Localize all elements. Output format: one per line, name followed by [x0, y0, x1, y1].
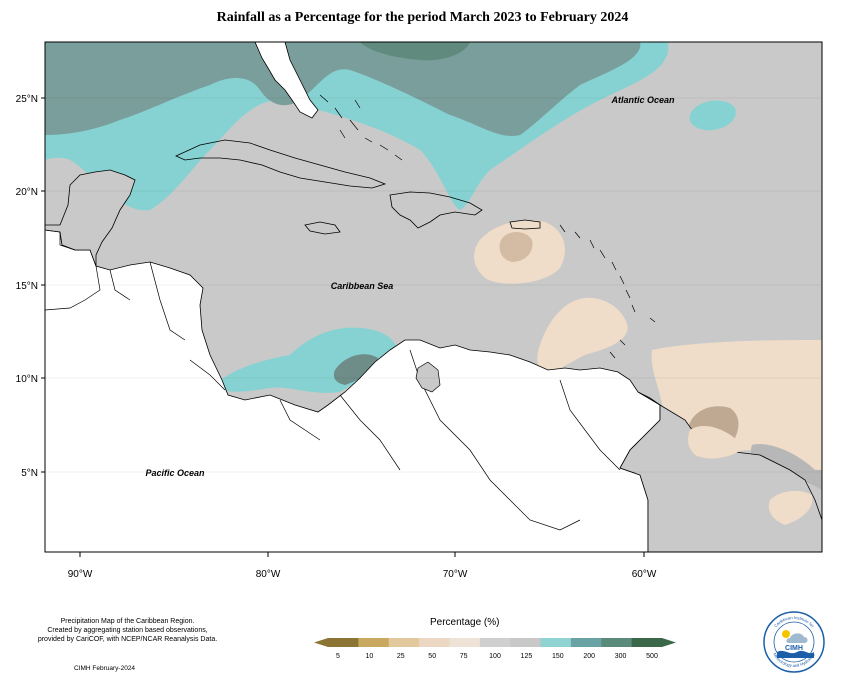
sun-icon: [782, 630, 790, 638]
legend-arrow-right: [662, 638, 676, 647]
legend-tick-label: 75: [460, 653, 468, 660]
legend-tick-label: 5: [336, 653, 340, 660]
legend-tick-label: 150: [552, 653, 564, 660]
legend-swatch: [601, 638, 633, 647]
wet-zone-florida-dark: [360, 42, 470, 61]
wet-zone-north-dark: [45, 42, 641, 136]
lat-tick-15n: 15°N: [16, 281, 38, 292]
legend-tick-label: 50: [428, 653, 436, 660]
legend-tick-label: 125: [521, 653, 533, 660]
jamaica: [304, 221, 341, 235]
notes-line-3: provided by CariCOF, with NCEP/NCAR Rean…: [37, 636, 218, 643]
notes-line-2: Created by aggregating station based obs…: [47, 627, 208, 634]
legend-title: Percentage (%): [430, 617, 500, 628]
lat-tick-5n: 5°N: [21, 468, 38, 479]
legend-swatch: [388, 638, 420, 647]
lat-tick-10n: 10°N: [16, 374, 38, 385]
lon-axis: 90°W 80°W 70°W 60°W: [68, 552, 657, 580]
lon-tick-60w: 60°W: [632, 569, 657, 580]
legend-tick-label: 25: [397, 653, 405, 660]
legend-tick-label: 200: [583, 653, 595, 660]
lat-tick-20n: 20°N: [16, 187, 38, 198]
notes-line-1: Precipitation Map of the Caribbean Regio…: [60, 618, 195, 625]
guatemala-border: [45, 232, 101, 311]
map-body: [45, 42, 822, 552]
guianas-dry-overlay-1: [687, 426, 745, 459]
yucatan: [45, 169, 136, 267]
legend-tick-label: 300: [615, 653, 627, 660]
pacific-ocean-label: Pacific Ocean: [145, 468, 205, 478]
hispaniola: [389, 191, 483, 229]
cuba: [175, 139, 387, 189]
lat-axis: 25°N 20°N 15°N 10°N 5°N: [16, 94, 45, 479]
legend-swatch: [479, 638, 511, 647]
legend-tick-label: 100: [489, 653, 501, 660]
lon-tick-80w: 80°W: [256, 569, 281, 580]
map-notes: Precipitation Map of the Caribbean Regio…: [20, 617, 235, 644]
caribbean-sea-label: Caribbean Sea: [331, 281, 394, 291]
cimh-logo: CIMH Caribbean Institute for Meteorology…: [763, 611, 825, 673]
lake-maracaibo: [415, 361, 441, 393]
grid-lines: [45, 97, 822, 473]
puerto-rico: [509, 219, 541, 230]
legend-swatch: [570, 638, 602, 647]
lon-tick-90w: 90°W: [68, 569, 93, 580]
water-icon: [777, 650, 814, 658]
guianas-dry-overlay-2: [768, 490, 813, 525]
legend-swatch: [449, 638, 481, 647]
lat-tick-25n: 25°N: [16, 94, 38, 105]
legend-swatch: [540, 638, 572, 647]
wet-zone-colombia-dark: [333, 354, 378, 385]
map-title: Rainfall as a Percentage for the period …: [216, 10, 629, 25]
dry-zone-lesser-antilles: [537, 297, 628, 372]
legend-swatch: [510, 638, 542, 647]
legend-arrow-left: [314, 638, 328, 647]
legend-tick-label: 500: [646, 653, 658, 660]
legend-swatch: [419, 638, 450, 647]
logo-text: CIMH: [785, 645, 803, 652]
map-frame: [44, 41, 823, 553]
bahamas: [319, 94, 403, 161]
wet-zone-atlantic-blob: [689, 100, 736, 131]
legend-swatch: [328, 638, 359, 647]
legend-tick-label: 10: [366, 653, 374, 660]
lon-tick-70w: 70°W: [443, 569, 468, 580]
central-america-borders: [109, 261, 621, 531]
legend-swatch: [631, 638, 663, 647]
florida: [254, 42, 319, 119]
credit-text: CIMH February-2024: [74, 665, 136, 672]
lesser-antilles: [559, 224, 656, 359]
atlantic-ocean-label: Atlantic Ocean: [610, 95, 675, 105]
legend-swatch: [358, 638, 390, 647]
legend-colorbar: 5 10 25 50 75 100 125 150 200 300 500: [314, 638, 676, 660]
cloud-icon: [786, 633, 808, 643]
dry-zone-puerto-rico-core: [499, 232, 533, 262]
